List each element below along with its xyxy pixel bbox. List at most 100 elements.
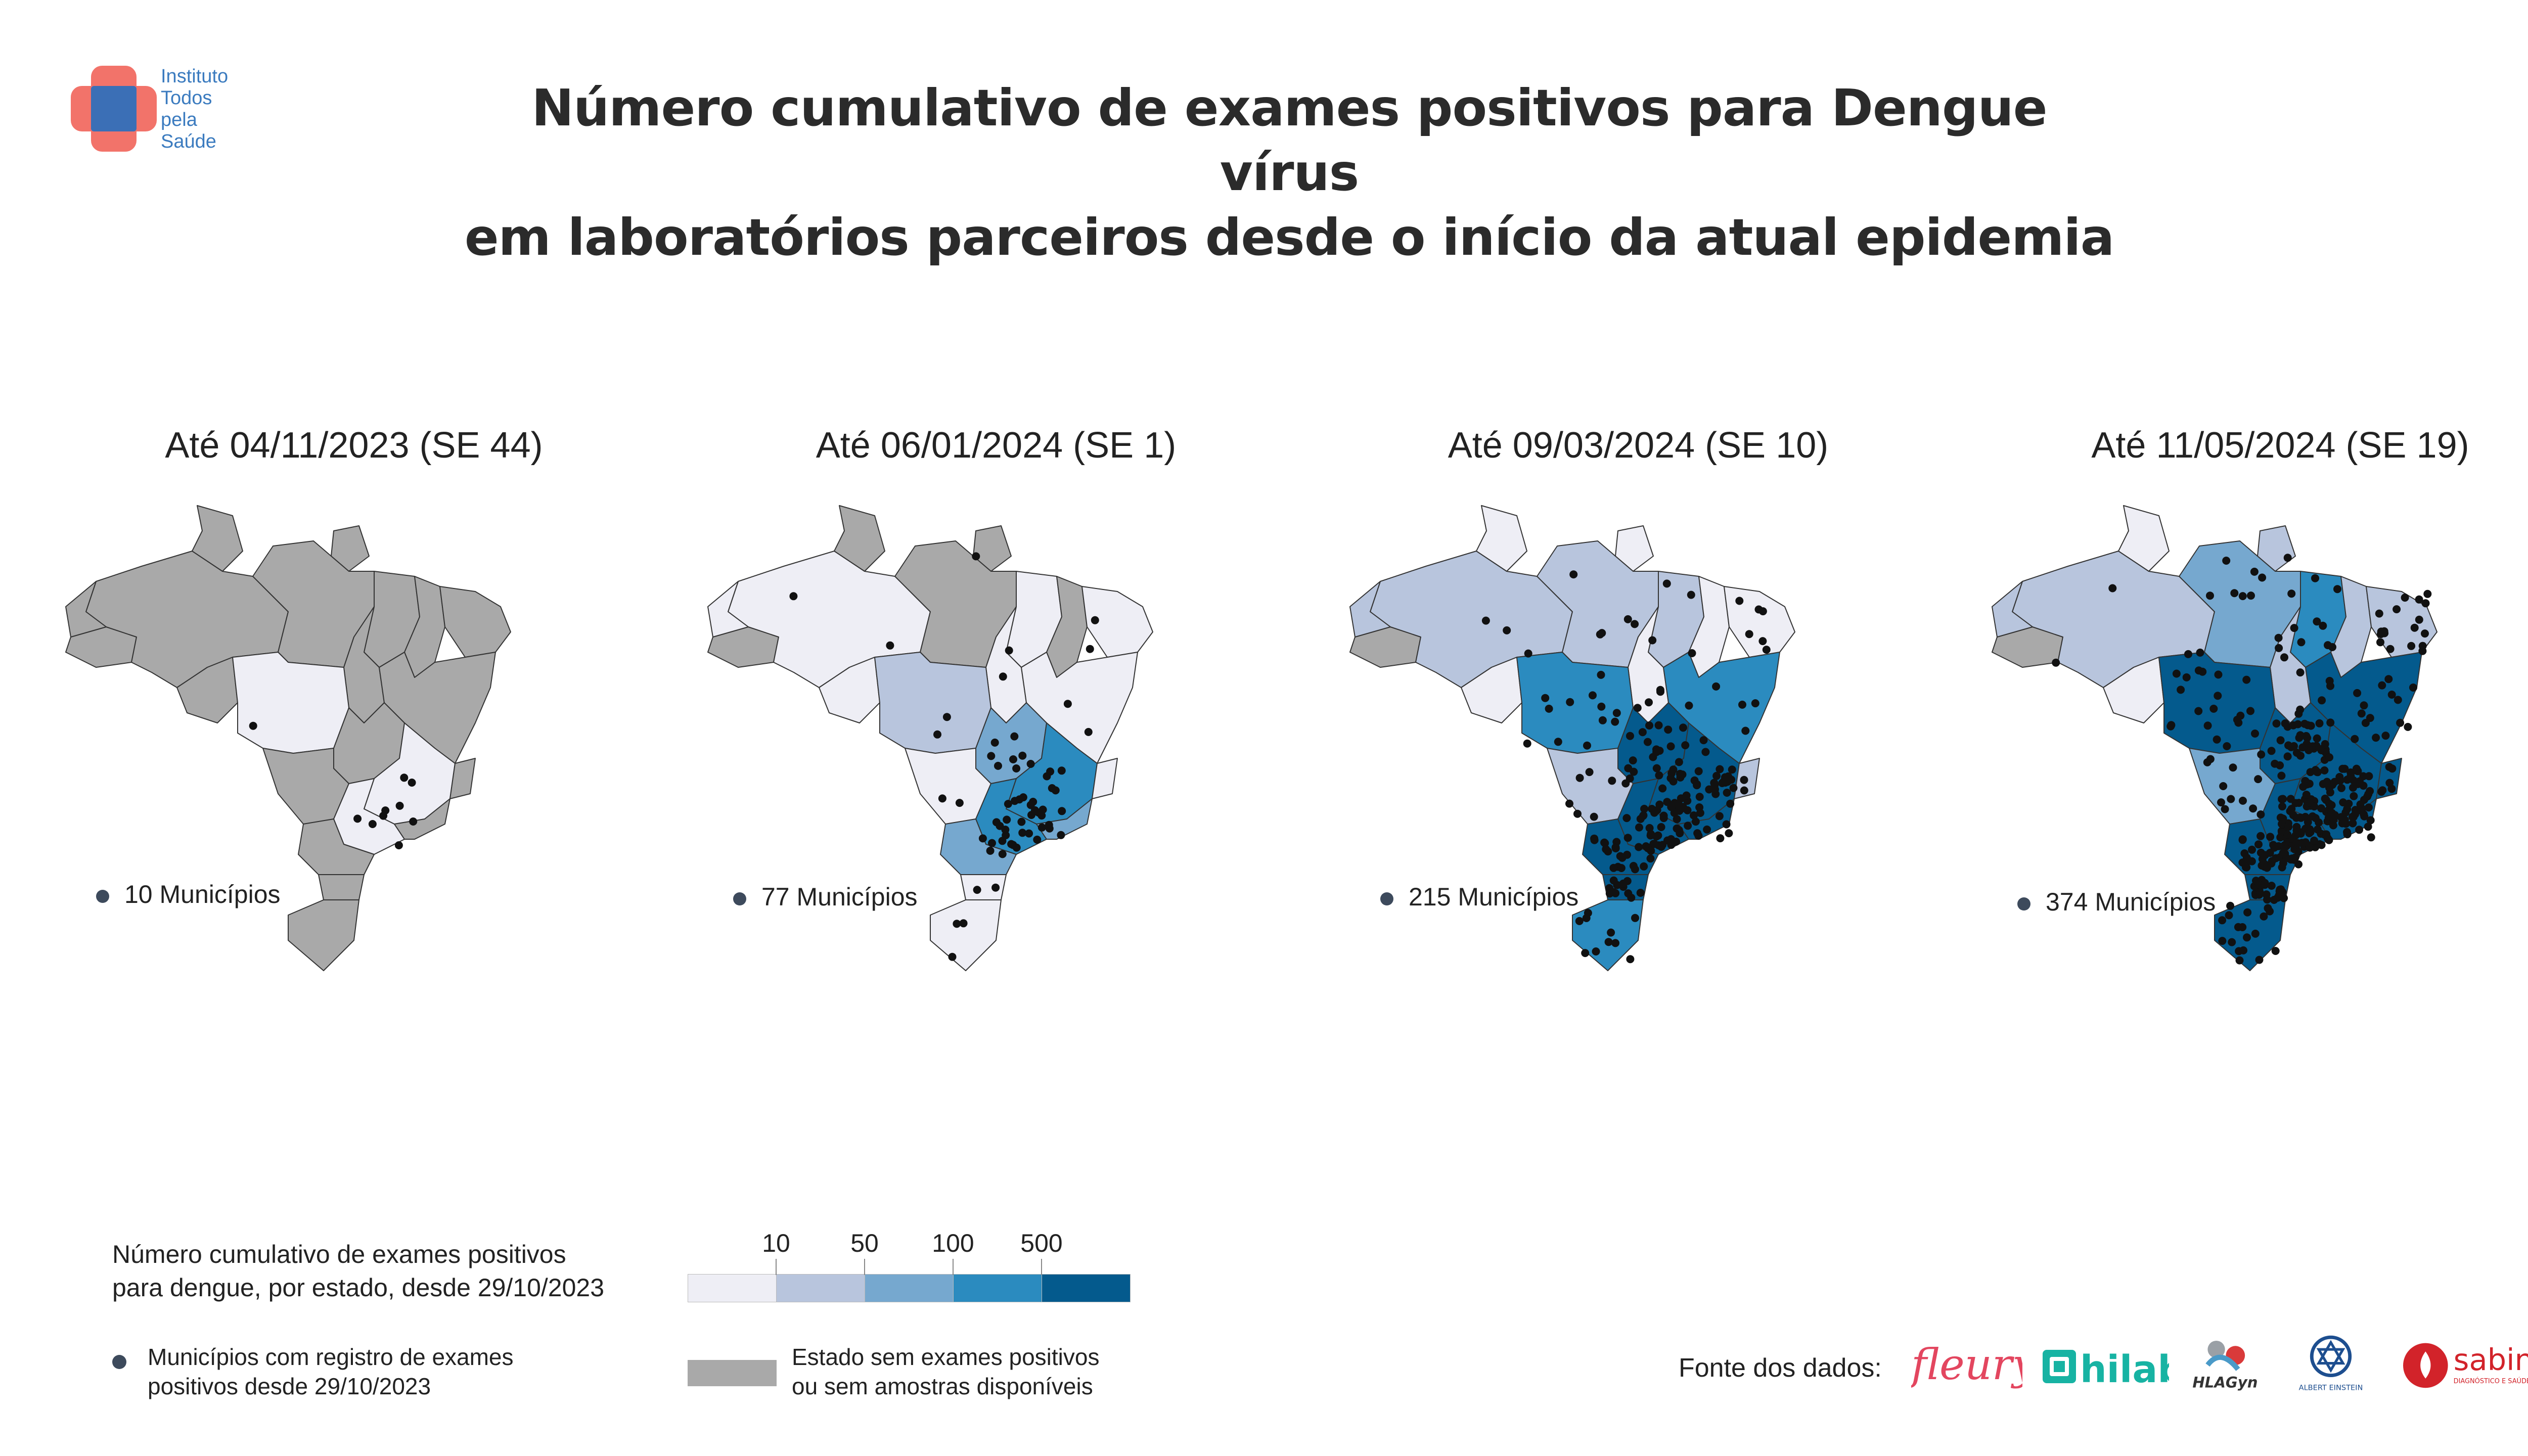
municipio-dot (1679, 723, 1687, 732)
municipio-dot (1688, 649, 1696, 657)
municipio-dot (1623, 834, 1632, 842)
scale-break: 500 (1020, 1229, 1063, 1257)
municipio-dot (1725, 829, 1733, 838)
municipio-dot (395, 801, 404, 810)
municipio-dot (2248, 845, 2256, 854)
state-pr (298, 818, 375, 875)
municipio-dot (1045, 821, 1053, 829)
municipio-dot (2251, 929, 2260, 938)
municipio-dot (2329, 815, 2338, 824)
municipio-dot (2311, 574, 2319, 582)
scale-swatch (688, 1274, 777, 1302)
municipio-dot (1541, 694, 1550, 702)
municipio-dot (2324, 641, 2332, 650)
municipio-dot (2255, 890, 2264, 899)
municipio-dot (1751, 699, 1759, 708)
municipio-dot (1622, 814, 1631, 823)
municipio-dot (1656, 686, 1664, 694)
municipio-dot (2272, 719, 2281, 728)
municipio-dot (953, 920, 961, 928)
municipio-dot (1728, 765, 1736, 774)
municipio-dot (2310, 802, 2319, 811)
municipio-dot (2277, 771, 2286, 780)
municipio-dot (1009, 755, 1017, 763)
municipio-dot (1712, 771, 1721, 780)
municipio-dot (1654, 831, 1662, 840)
municipio-dot (2230, 589, 2239, 598)
municipio-dot (1554, 738, 1562, 746)
municipio-dot (1039, 805, 1047, 814)
municipio-dot (2234, 923, 2242, 931)
municipio-dot (1745, 630, 1753, 639)
municipio-dot (1063, 700, 1072, 708)
municipio-dot (1592, 947, 1600, 956)
municipio-dot (1565, 799, 1573, 808)
municipio-dot (1655, 771, 1663, 780)
municipio-dot (2376, 638, 2384, 647)
municipio-dot (1566, 698, 1574, 706)
legend-title: Número cumulativo de exames positivos pa… (112, 1238, 719, 1304)
municipio-dot (2267, 747, 2276, 755)
municipio-dot (1633, 704, 1642, 712)
municipio-dot (1711, 785, 1719, 794)
municipio-dot (1503, 626, 1511, 634)
municipio-dot (1635, 843, 1643, 851)
municipio-dot (408, 779, 416, 787)
municipio-dot (2415, 595, 2423, 604)
municipio-dot (2367, 833, 2375, 842)
municipio-dot (2228, 938, 2236, 946)
svg-text:HLAGyn: HLAGyn (2192, 1374, 2258, 1391)
svg-text:DIAGNÓSTICO E SAÚDE: DIAGNÓSTICO E SAÚDE (2454, 1377, 2528, 1385)
municipio-dot (1693, 829, 1702, 838)
municipio-dot (1758, 607, 1767, 616)
municipio-dot-icon (112, 1355, 126, 1369)
municipio-dot (1712, 682, 1721, 691)
municipio-dot (1590, 812, 1598, 821)
municipios-layer (1481, 570, 1771, 964)
municipio-dot (2243, 933, 2251, 942)
municipio-dot (2206, 592, 2214, 600)
municipio-dot (2358, 804, 2366, 813)
municipio-dot (1604, 938, 1613, 946)
municipio-dot (1682, 791, 1691, 800)
municipio-dot (2283, 722, 2292, 731)
municipio-dot (2218, 937, 2227, 945)
municipio-dot (1037, 823, 1046, 832)
municipio-dot (2279, 795, 2287, 803)
municipio-dot (2290, 742, 2298, 750)
municipio-dot (1607, 928, 1615, 937)
municipio-dot (2206, 755, 2215, 763)
municipio-dot (400, 774, 409, 782)
municipio-dot (1646, 854, 1655, 863)
municipio-dot (2260, 912, 2268, 921)
municipio-dot (2278, 863, 2286, 872)
municipio-dot (1691, 817, 1700, 826)
map-panel: Até 06/01/2024 (SE 1) 77 Municípios (693, 425, 1299, 1062)
municipio-dot (2289, 811, 2297, 820)
municipio-dot (1655, 747, 1664, 755)
municipio-dot (1694, 767, 1703, 776)
municipio-dot (1605, 889, 1614, 898)
municipios-layer (2052, 554, 2432, 965)
municipio-dot (2239, 796, 2247, 805)
municipio-dot (1636, 814, 1645, 823)
municipio-dot (1057, 766, 1066, 775)
municipio-dot (2287, 805, 2296, 813)
svg-text:sabin: sabin (2454, 1342, 2528, 1377)
municipio-dot (1018, 751, 1027, 760)
municipio-dot (1010, 732, 1019, 741)
scale-swatch (953, 1274, 1042, 1302)
municipio-dot (2283, 752, 2292, 761)
municipio-dot (1671, 799, 1679, 807)
municipio-dot (2268, 857, 2276, 866)
municipio-dot (933, 730, 941, 739)
state-ne (1081, 586, 1153, 658)
legend-gray-line-2: ou sem amostras disponíveis (792, 1373, 1093, 1399)
municipio-dot (2313, 825, 2322, 834)
municipio-dot (2218, 916, 2227, 925)
legend-gray-line-1: Estado sem exames positivos (792, 1344, 1100, 1370)
municipio-dot (1667, 835, 1676, 843)
municipio-dot (1057, 831, 1065, 839)
municipio-dot (2287, 589, 2296, 598)
municipio-dot (2238, 836, 2247, 844)
